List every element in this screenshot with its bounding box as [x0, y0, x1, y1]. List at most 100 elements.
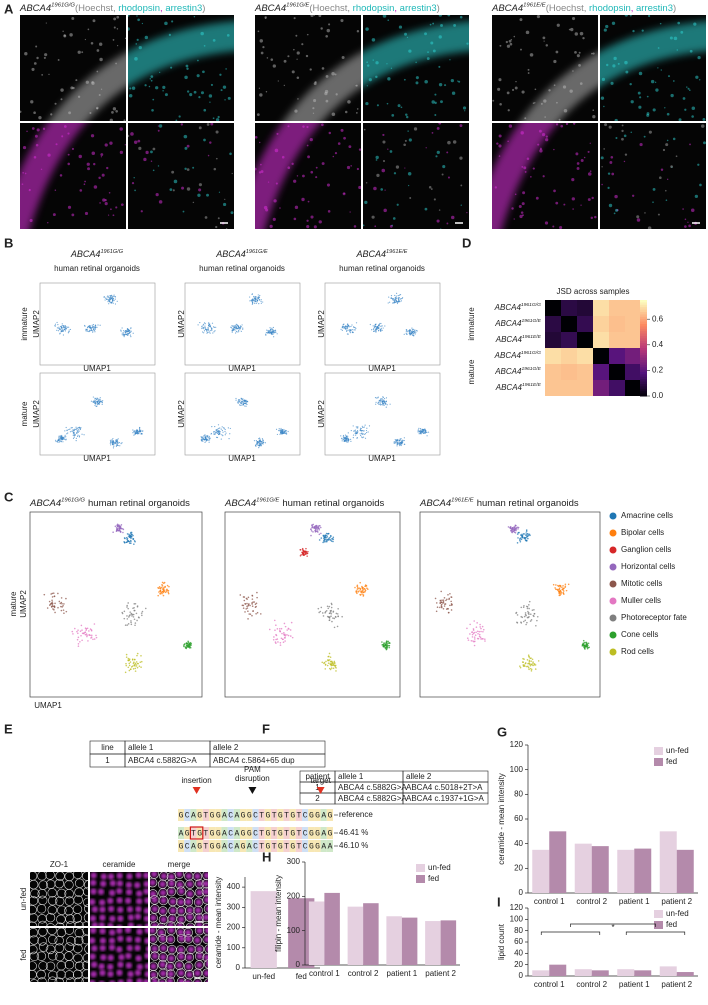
cell-stain	[158, 924, 165, 926]
umap-dot	[523, 604, 525, 607]
umap-dot	[281, 431, 283, 433]
umap-dot	[116, 300, 118, 302]
stain: (Hoechst,	[75, 3, 118, 14]
nt-bg	[196, 827, 203, 839]
y-tick-label: 400	[227, 882, 241, 891]
umap-dot	[64, 324, 66, 327]
y-tick-label: 40	[514, 948, 523, 957]
y-tick-label: 80	[514, 789, 523, 798]
speckle	[629, 15, 632, 17]
allele: 1961G/G	[61, 497, 85, 503]
speckle	[673, 36, 678, 41]
speckle	[657, 67, 659, 69]
umap-dot	[400, 442, 402, 445]
umap-dot	[204, 441, 206, 443]
umap-dot	[214, 330, 216, 332]
umap-dot	[53, 605, 56, 607]
umap-dot	[443, 605, 446, 607]
umap-dot	[182, 644, 185, 646]
speckle	[611, 172, 615, 176]
speckle	[197, 59, 199, 62]
speckle	[99, 57, 103, 62]
umap-dot	[385, 642, 388, 644]
cell-border	[150, 913, 158, 923]
cell-stain	[124, 897, 132, 904]
umap-dot	[95, 326, 97, 329]
umap-dot	[386, 404, 388, 406]
umap-dot	[518, 531, 520, 534]
speckle	[279, 207, 281, 209]
umap-dot	[405, 330, 407, 332]
micrograph	[30, 928, 88, 982]
label: 0.0	[652, 391, 664, 400]
umap-dot	[68, 326, 70, 328]
umap-dot	[422, 429, 425, 431]
y-tick-label: 60	[514, 937, 523, 946]
cell-stain	[134, 936, 142, 944]
speckle	[260, 163, 262, 166]
umap-dot	[251, 614, 253, 617]
umap-dot	[141, 614, 143, 617]
speckle	[555, 50, 559, 54]
umap-dot	[555, 588, 557, 591]
umap-dot	[77, 426, 79, 429]
cell-border	[64, 928, 75, 935]
cell-border	[81, 921, 88, 926]
cell-stain	[159, 935, 166, 943]
speckle	[614, 118, 618, 121]
umap-dot	[65, 426, 67, 429]
umap-dot	[249, 604, 251, 607]
umap-dot	[559, 584, 562, 587]
umap-dot	[466, 637, 469, 639]
umap-dot	[51, 599, 53, 602]
speckle	[558, 118, 561, 121]
umap-dot	[530, 660, 533, 662]
umap-dot	[259, 442, 261, 444]
subtitle: human retinal organoids	[282, 498, 384, 509]
umap-dot	[201, 327, 203, 330]
speckle	[67, 205, 72, 209]
umap-dot	[354, 432, 356, 434]
umap-dot	[98, 399, 100, 401]
cell-stain	[97, 888, 105, 895]
cell-stain	[107, 905, 115, 913]
speckle	[569, 89, 573, 93]
umap-dot	[535, 624, 537, 627]
umap-dot	[242, 596, 245, 598]
umap-dot	[60, 327, 62, 329]
umap-dot	[318, 533, 321, 536]
umap-dot	[259, 299, 261, 301]
speckle	[689, 89, 691, 92]
umap-dot	[406, 331, 408, 333]
umap-dot	[359, 427, 362, 429]
umap-dot	[473, 620, 475, 622]
nt-bg	[190, 809, 197, 821]
umap-dot	[62, 330, 64, 332]
umap-dot	[106, 298, 108, 300]
umap-dot	[284, 430, 287, 432]
umap-dot	[332, 538, 335, 541]
speckle	[630, 131, 633, 134]
umap-dot	[333, 660, 336, 663]
cell-border	[46, 923, 55, 926]
speckle	[283, 59, 287, 63]
umap-frame	[39, 282, 156, 366]
umap-dot	[112, 447, 115, 449]
umap-dot	[95, 405, 97, 407]
nt-bg	[221, 840, 228, 852]
speckle	[35, 143, 39, 147]
speckle	[124, 37, 126, 40]
umap-dot	[275, 633, 277, 636]
cell-border	[204, 978, 208, 982]
speckle	[650, 79, 655, 84]
umap-dot	[101, 401, 103, 403]
umap-dot	[132, 616, 135, 618]
umap-dot	[272, 326, 275, 329]
speckle	[342, 192, 346, 196]
umap-dot	[127, 607, 130, 610]
speckle	[373, 186, 377, 191]
umap-dot	[302, 553, 305, 555]
umap-dot	[525, 532, 527, 534]
umap-dot	[123, 617, 126, 620]
umap-dot	[123, 335, 125, 338]
